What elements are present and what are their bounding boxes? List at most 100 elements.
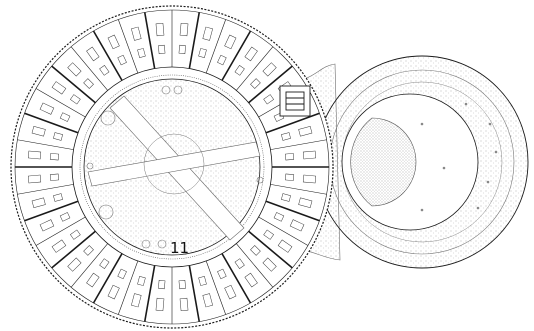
bathroom-fixture <box>117 54 127 66</box>
bed <box>202 293 213 308</box>
bathroom-fixture <box>83 78 94 89</box>
corridor-outer <box>71 66 273 268</box>
bathroom-fixture <box>178 44 186 54</box>
bathroom-fixture <box>178 280 186 290</box>
bathroom-fixture <box>53 132 63 141</box>
bathroom-fixture <box>250 245 261 256</box>
bathroom-fixture <box>83 245 94 256</box>
bathroom-fixture <box>99 258 110 270</box>
bed <box>131 26 142 41</box>
bathroom-fixture <box>69 94 81 105</box>
bathroom-fixture <box>273 212 285 222</box>
bed <box>244 272 258 288</box>
annex-dots <box>420 102 498 212</box>
room-partition <box>188 12 201 69</box>
bed <box>179 297 189 312</box>
bed <box>262 257 277 272</box>
room-partition <box>270 184 327 195</box>
bathroom-fixture <box>49 173 59 181</box>
bathroom-fixture <box>59 112 71 122</box>
room-partition <box>205 260 226 315</box>
bed <box>202 26 213 41</box>
bathroom-fixture <box>250 78 261 89</box>
room-partition <box>17 184 74 195</box>
bed <box>86 272 100 288</box>
bed <box>179 22 189 37</box>
room-partition <box>70 46 108 91</box>
bed <box>298 126 313 137</box>
bed <box>224 284 237 300</box>
room-partition <box>51 230 96 269</box>
bed <box>27 150 42 160</box>
bathroom-fixture <box>158 44 166 54</box>
room-partition <box>24 112 79 134</box>
bed <box>302 174 317 184</box>
corridor-inner <box>79 74 265 260</box>
guest-rooms-ring <box>15 10 329 324</box>
bed <box>277 239 293 253</box>
room-partition <box>35 88 86 118</box>
bathroom-fixture <box>285 153 295 161</box>
room-partition <box>17 139 74 150</box>
room-partition <box>188 265 201 322</box>
room-partition <box>92 30 123 81</box>
bathroom-fixture <box>285 173 295 181</box>
bathroom-fixture <box>234 64 245 76</box>
room-partition <box>221 30 252 81</box>
room-partition <box>270 139 327 150</box>
bed <box>86 46 100 62</box>
bed <box>67 62 82 77</box>
annex-pool <box>289 55 529 269</box>
bathroom-fixture <box>49 153 59 161</box>
bathroom-fixture <box>59 212 71 222</box>
room-partition <box>35 216 86 246</box>
room-partition <box>248 65 293 104</box>
crossing-paths <box>87 95 261 241</box>
circular-building <box>10 5 334 329</box>
room-partition <box>221 253 252 304</box>
bed <box>31 197 46 208</box>
bed <box>67 257 82 272</box>
bed <box>51 81 67 95</box>
bathroom-fixture <box>263 94 275 105</box>
room-partition <box>265 200 320 222</box>
annex-pool-shallow <box>350 117 417 207</box>
bed <box>155 297 165 312</box>
bed <box>155 22 165 37</box>
room-partition <box>143 12 156 69</box>
bed <box>131 293 142 308</box>
room-number-label: 11 <box>170 239 189 257</box>
bathroom-fixture <box>281 193 291 202</box>
bed <box>224 34 237 50</box>
bed <box>244 46 258 62</box>
bathroom-fixture <box>137 276 146 286</box>
bathroom-fixture <box>158 280 166 290</box>
bathroom-fixture <box>263 229 275 240</box>
bed <box>107 284 120 300</box>
room-partition <box>118 260 139 315</box>
room-partition <box>51 65 96 104</box>
room-partition <box>236 243 274 288</box>
room-partition <box>248 230 293 269</box>
bathroom-fixture <box>234 258 245 270</box>
room-partition <box>24 200 79 222</box>
bathroom-fixture <box>69 229 81 240</box>
room-partition <box>70 243 108 288</box>
bathroom-fixture <box>281 132 291 141</box>
bed <box>302 150 317 160</box>
room-partition <box>205 19 226 74</box>
room-partition <box>236 46 274 91</box>
bathroom-fixture <box>198 48 207 58</box>
bathroom-fixture <box>198 276 207 286</box>
bathroom-fixture <box>217 54 227 66</box>
courtyard-center-ring <box>143 133 205 195</box>
bed <box>27 174 42 184</box>
stair-core <box>279 85 311 117</box>
bed <box>289 219 305 232</box>
room-partition <box>258 216 309 246</box>
bathroom-fixture <box>99 64 110 76</box>
room-partition <box>265 112 320 134</box>
room-partition <box>143 265 156 322</box>
bathroom-fixture <box>117 268 127 280</box>
